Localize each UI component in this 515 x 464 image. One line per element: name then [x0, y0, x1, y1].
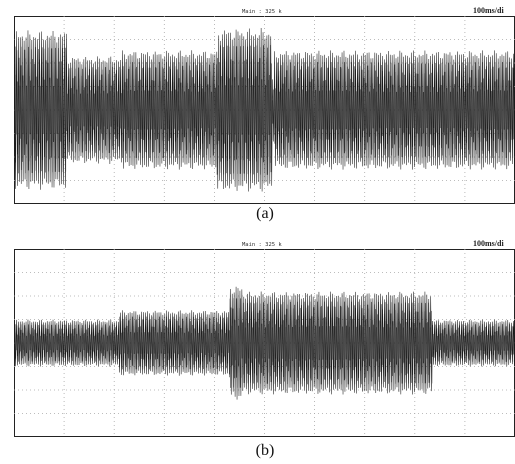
oscilloscope-panel-a: Main : 325 k 100ms/di — [14, 4, 515, 205]
header-center-a: Main : 325 k — [242, 9, 282, 15]
header-center-b: Main : 325 k — [242, 242, 282, 248]
header-right-a: 100ms/di — [473, 6, 504, 15]
waveform-trace-inner — [14, 45, 515, 175]
oscilloscope-plot-b: Main : 325 k 100ms/di — [14, 239, 515, 437]
waveform-trace-inner — [14, 298, 515, 388]
oscilloscope-plot-a: Main : 325 k 100ms/di — [14, 6, 515, 204]
oscilloscope-panel-b: Main : 325 k 100ms/di — [14, 237, 515, 438]
header-right-b: 100ms/di — [473, 239, 504, 248]
caption-a: (a) — [256, 205, 274, 222]
caption-b: (b) — [255, 442, 275, 459]
